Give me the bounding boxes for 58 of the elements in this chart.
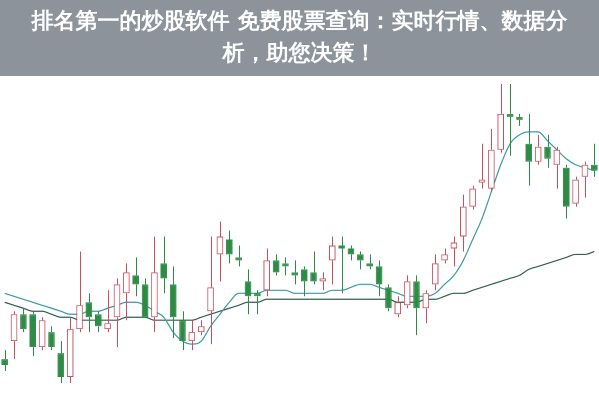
- candlestick: [394, 296, 402, 318]
- candlestick: [422, 290, 430, 324]
- chart-title: 排名第一的炒股软件 免费股票查询：实时行情、数据分析，助您决策！: [30, 8, 568, 68]
- candlestick: [432, 254, 438, 291]
- candlestick: [404, 274, 410, 309]
- candlestick: [562, 164, 570, 220]
- candlestick: [534, 134, 542, 166]
- candlestick: [506, 84, 514, 156]
- candlestick: [179, 310, 186, 351]
- candlestick: [572, 176, 579, 208]
- candlestick: [526, 113, 532, 186]
- candlestick: [216, 221, 224, 282]
- candlestick: [516, 113, 523, 126]
- candlestick: [66, 316, 74, 384]
- candlestick: [460, 194, 467, 252]
- candlestick: [328, 236, 336, 285]
- candlestick: [478, 143, 486, 190]
- candlestick: [160, 236, 168, 294]
- candlestick: [366, 254, 373, 270]
- candlestick: [95, 310, 102, 333]
- candlestick: [488, 128, 495, 192]
- candlestick: [29, 310, 36, 357]
- candlestick: [357, 250, 364, 270]
- candlestick: [544, 134, 551, 168]
- candlestick: [469, 185, 476, 210]
- candlestick: [348, 244, 354, 261]
- candlestick: [123, 262, 130, 321]
- candlestick: [254, 290, 261, 315]
- candlestick: [497, 84, 504, 154]
- candlestick: [20, 308, 27, 333]
- candlestick: [310, 250, 317, 285]
- candlestick: [244, 268, 252, 315]
- candlestick: [263, 248, 270, 297]
- candlestick: [86, 292, 92, 333]
- candlestick: [235, 244, 242, 267]
- candlestick: [114, 278, 120, 348]
- candlestick: [48, 326, 55, 351]
- candlestick: [10, 310, 18, 360]
- candlestick: [554, 146, 560, 190]
- candlestick: [300, 266, 308, 297]
- candlestick: [582, 161, 588, 198]
- candlestick: [142, 278, 148, 318]
- candlestick: [338, 236, 345, 294]
- candlestick: [170, 266, 176, 339]
- candlestick: [38, 316, 46, 351]
- candlestick: [292, 260, 298, 285]
- candlestick: [76, 250, 83, 333]
- candlestick: [591, 143, 598, 178]
- candlestick: [151, 236, 158, 333]
- candlestick: [376, 260, 382, 297]
- candlestick: [282, 256, 289, 276]
- candlestick: [320, 272, 326, 291]
- candlestick: [272, 254, 280, 276]
- candlestick: [413, 274, 420, 336]
- candlestick: [385, 284, 392, 312]
- candlestick: [207, 236, 214, 345]
- candlestick: [58, 340, 64, 384]
- candlestick: [226, 230, 233, 264]
